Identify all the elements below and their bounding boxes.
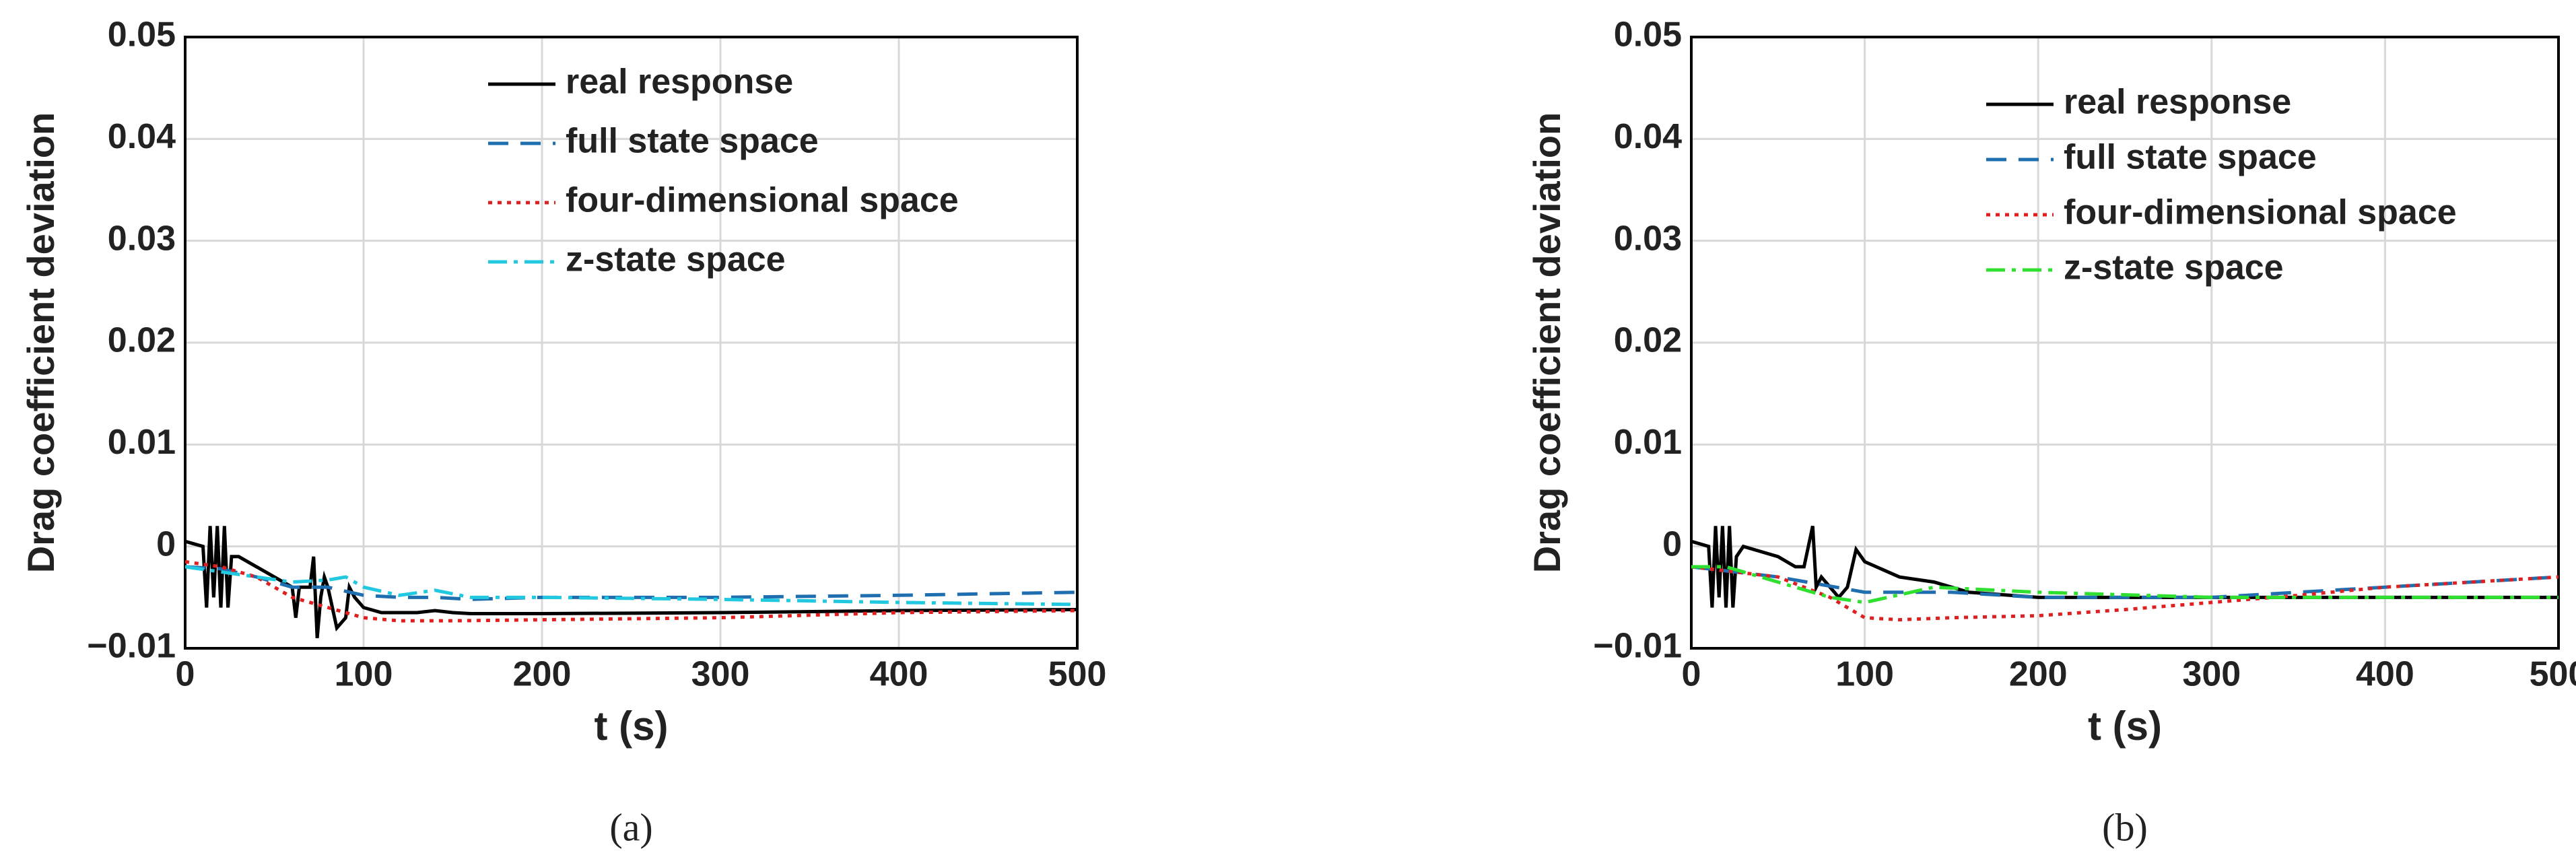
x-tick-label: 100 (1835, 655, 1894, 694)
y-tick-label: 0.03 (108, 219, 176, 258)
legend-label: four-dimensional space (566, 181, 959, 220)
series-line (1691, 525, 2558, 608)
x-tick-label: 0 (176, 655, 195, 694)
y-tick-label: 0.01 (108, 423, 176, 462)
series-line (1691, 565, 2558, 599)
legend-label: z-state space (2064, 248, 2284, 287)
x-tick-label: 500 (1048, 655, 1107, 694)
y-tick-label: 0.04 (108, 117, 176, 156)
x-tick-label: 100 (335, 655, 393, 694)
x-axis-label: t (s) (2088, 703, 2162, 749)
x-axis-label: t (s) (595, 703, 669, 749)
x-tick-label: 300 (2182, 655, 2241, 694)
x-tick-label: 0 (1682, 655, 1701, 694)
caption: (b) (2102, 805, 2148, 849)
y-tick-label: 0.05 (1614, 15, 1682, 55)
series-line (185, 565, 1077, 607)
x-tick-label: 400 (2356, 655, 2414, 694)
y-axis-label: Drag coefficient deviation (20, 112, 62, 574)
y-tick-label: 0.05 (108, 15, 176, 55)
y-tick-label: 0.02 (108, 321, 176, 360)
y-tick-label: 0.02 (1614, 321, 1682, 360)
series-line (185, 526, 1077, 639)
x-tick-label: 200 (2009, 655, 2068, 694)
legend-label: full state space (566, 122, 819, 161)
x-tick-label: 200 (513, 655, 572, 694)
y-tick-label: 0 (1662, 524, 1682, 563)
y-tick-label: 0.04 (1614, 117, 1682, 156)
caption: (a) (609, 805, 652, 849)
axes-frame (1690, 36, 2560, 650)
legend-label: real response (2064, 83, 2291, 122)
axes-frame (184, 36, 1079, 650)
series-line (185, 565, 1077, 601)
legend-label: z-state space (566, 240, 786, 279)
x-tick-label: 300 (691, 655, 750, 694)
y-tick-label: 0.01 (1614, 423, 1682, 462)
y-tick-label: 0.03 (1614, 219, 1682, 258)
legend-label: full state space (2064, 138, 2317, 177)
legend-label: real response (566, 63, 793, 102)
y-tick-label: −0.01 (1593, 627, 1682, 666)
series-line (1691, 565, 2558, 622)
legend-label: four-dimensional space (2064, 193, 2457, 232)
x-tick-label: 400 (870, 655, 928, 694)
series-line (1691, 565, 2558, 605)
y-tick-label: −0.01 (87, 627, 176, 666)
y-tick-label: 0 (156, 524, 176, 563)
x-tick-label: 500 (2530, 655, 2576, 694)
y-axis-label: Drag coefficient deviation (1526, 112, 1568, 574)
